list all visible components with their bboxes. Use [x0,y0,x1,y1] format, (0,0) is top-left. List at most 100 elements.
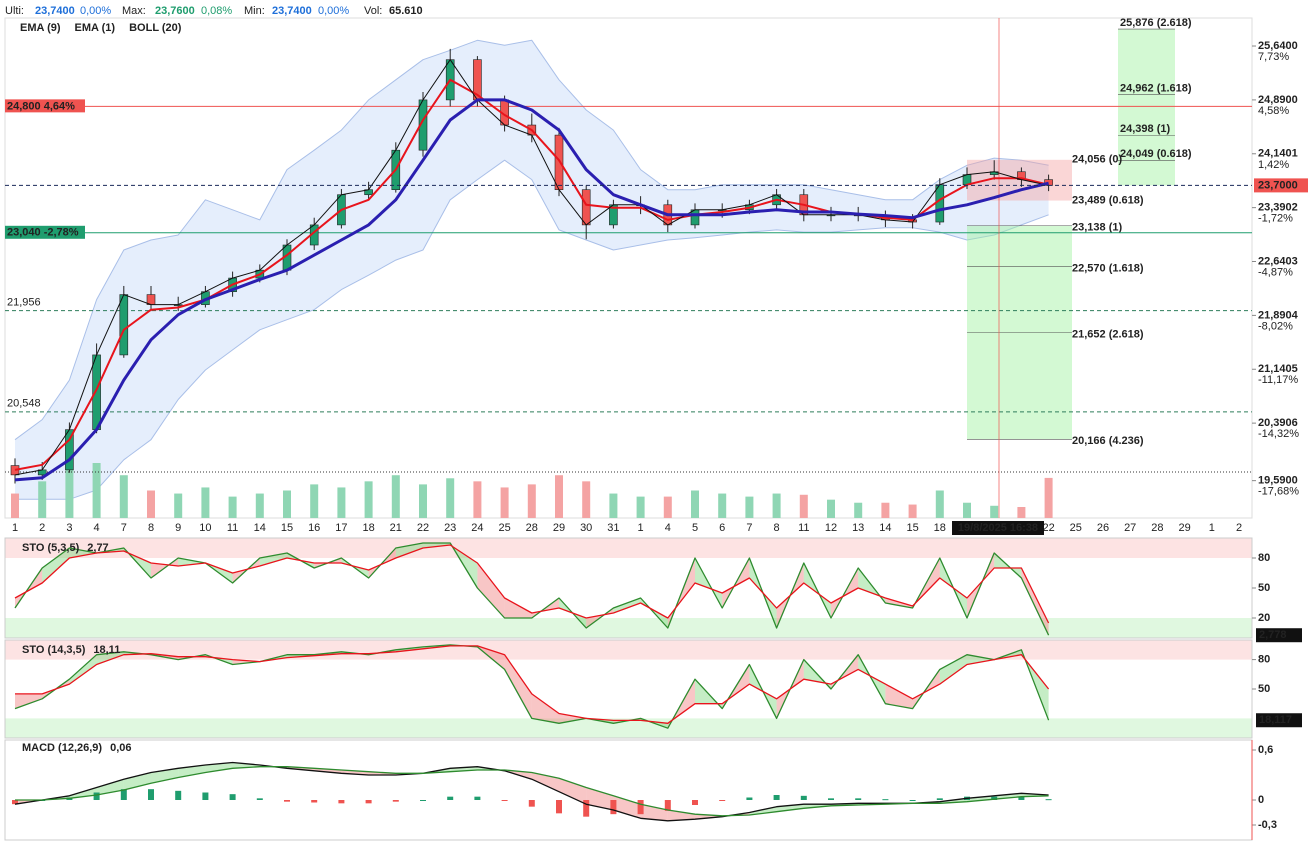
volume-bar [119,475,128,518]
histogram-bar [148,789,154,800]
fib-label: 21,652 (2.618) [1072,328,1144,340]
y-tick-label: 80 [1258,654,1270,666]
line-series [14,59,1049,476]
fill-area [559,778,587,805]
x-tick-label: 12 [825,522,837,534]
oversold-zone [5,718,1252,738]
legend-entry: BOLL (20) [129,22,182,34]
histogram-bar [719,800,726,801]
fill-area [967,654,995,665]
x-tick-label: 1 [638,522,644,534]
level-label: 24,800 4,64% [7,100,75,112]
cursor-tag [952,521,1044,535]
x-tick-label: 14 [254,522,266,534]
x-tick-label: 11 [798,522,809,534]
fill-area [96,651,124,665]
volume-bar [636,496,645,518]
volume-bar [11,493,19,518]
volume-bar [92,463,101,518]
line-series [14,542,1050,636]
y-tick-label: 20 [1258,612,1270,624]
price-tag-label: 23,7000 [1258,179,1298,191]
fib-label: 23,138 (1) [1072,222,1122,234]
histogram-bar [882,799,889,801]
histogram-bar [746,797,753,800]
fill-area [504,598,532,618]
header-value: 23,7400 [35,5,75,17]
histogram-bar [256,798,263,800]
x-tick-label: 23 [444,522,456,534]
histogram-bar [773,795,780,800]
x-tick-label: 16 [308,522,320,534]
header-value: 23,7400 [272,5,312,17]
histogram-bar [637,800,644,815]
volume-bar [527,484,536,518]
x-tick-label: 21 [390,522,402,534]
panel-readout: 0,06 [110,742,131,754]
x-tick-label: 2 [1236,522,1242,534]
volume-bar [881,502,890,518]
panel-readout: 18,11 [93,644,120,656]
x-tick-label: 1 [1209,522,1215,534]
candle-body [92,354,101,430]
fill-area [151,558,179,578]
y2-tick-label: -8,02% [1258,320,1293,332]
level-label: 21,956 [7,297,41,309]
overbought-zone [5,538,1252,558]
histogram-bar [828,798,834,800]
volume-bar [310,484,319,518]
histogram-bar [1018,796,1025,800]
volume-bar [691,490,699,518]
y-tick-label: 23,3902 [1258,202,1298,214]
fill-area [776,804,804,812]
fill-area [613,598,641,613]
fill-area [967,795,995,802]
y-tick-label: 80 [1258,552,1270,564]
histogram-bar [692,800,698,805]
y-tick-label: 24,1401 [1258,148,1298,160]
header-change: 0,08% [201,5,232,17]
x-tick-label: 7 [121,522,127,534]
histogram-bar [202,792,209,800]
candle-body [581,189,591,226]
candle-body [935,184,945,223]
fib-label: 23,489 (0.618) [1072,194,1144,206]
y2-tick-label: 4,58% [1258,105,1289,117]
fill-area [885,684,913,709]
header-label: Ulti: [5,5,24,17]
fill-area [667,810,695,821]
fill-area [15,693,43,709]
y-tick-label: 21,1405 [1258,363,1298,375]
fill-area [341,770,369,775]
histogram-bar [610,800,617,815]
x-tick-label: 8 [148,522,154,534]
x-tick-label: 25 [1070,522,1082,534]
volume-bar [500,487,509,518]
fib-label: 24,056 (0) [1072,154,1122,166]
y-tick-label: 50 [1258,683,1270,695]
cursor-label: 19/8/2025 16:38 [958,522,1038,534]
legend-entry: EMA (9) [20,22,61,34]
volume-bar [1017,507,1026,518]
header-value: 23,7600 [155,5,195,17]
x-tick-label: 26 [1097,522,1109,534]
y-tick-label: 25,6400 [1258,40,1298,52]
x-tick-label: 28 [1151,522,1163,534]
volume-bar [772,493,781,518]
x-tick-label: 14 [879,522,891,534]
histogram-bar [583,800,590,817]
panel-title: MACD (12,26,9) [22,742,102,754]
y-tick-label: 0 [1258,794,1264,806]
volume-bar [228,496,237,518]
x-tick-label: 4 [665,522,671,534]
price-tag [1254,178,1308,193]
y2-tick-label: -4,87% [1258,266,1293,278]
header-value: 65.610 [389,5,423,17]
fill-area [559,713,587,724]
oversold-zone [5,618,1252,638]
y-tick-label: 21,8904 [1258,309,1299,321]
fill-area [69,548,97,558]
fill-area [42,548,70,583]
